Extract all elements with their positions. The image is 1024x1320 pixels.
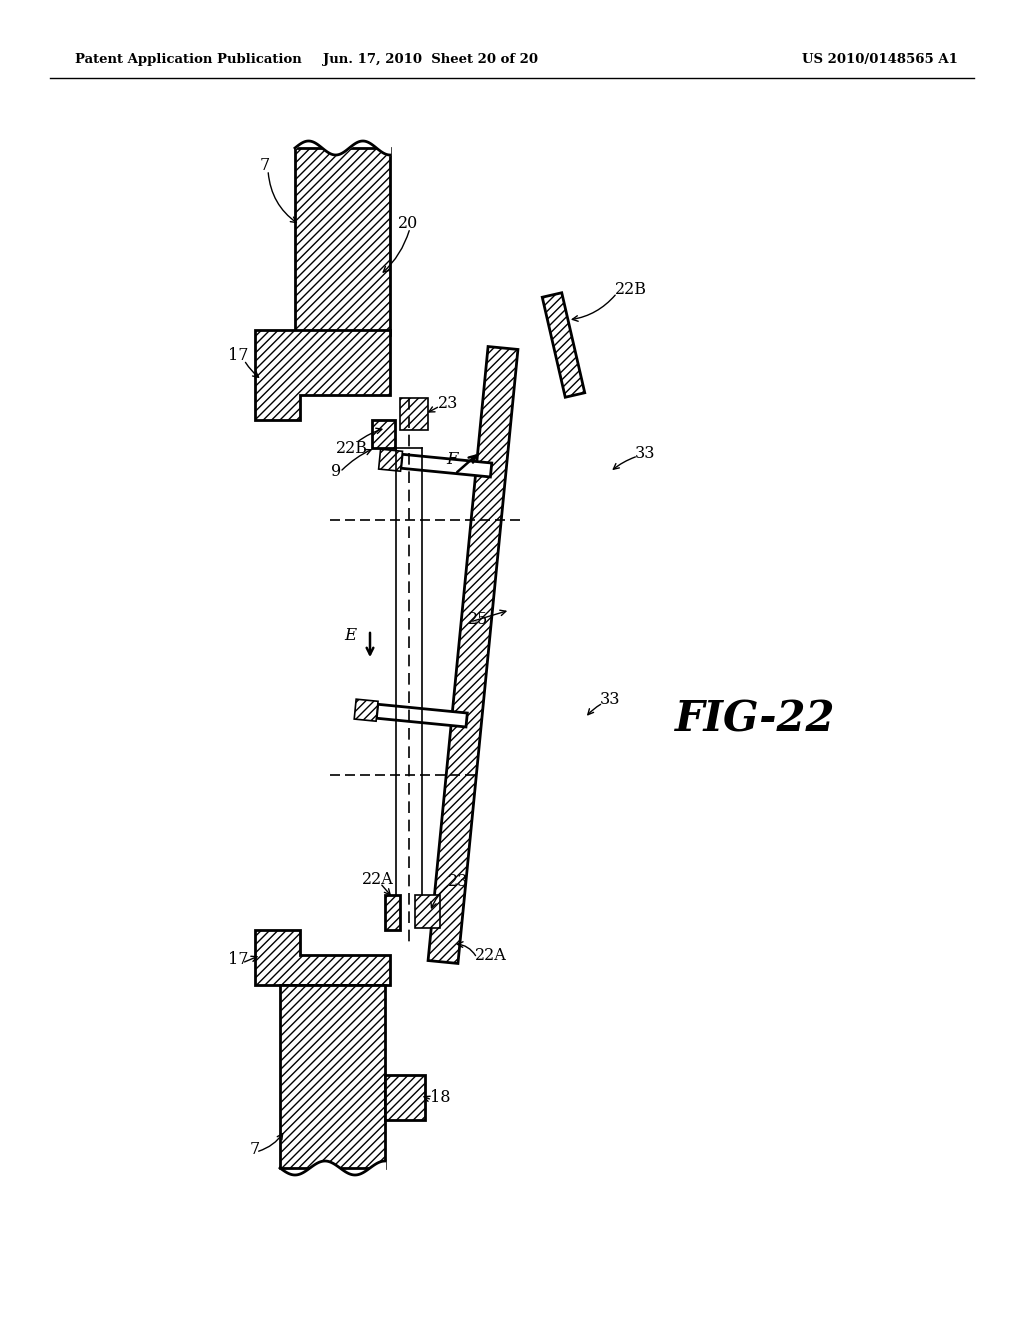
Polygon shape [543, 293, 585, 397]
Text: 9: 9 [331, 463, 341, 480]
Text: 18: 18 [430, 1089, 451, 1106]
Polygon shape [255, 330, 390, 420]
Text: 20: 20 [398, 215, 418, 232]
Polygon shape [400, 399, 428, 430]
Text: Jun. 17, 2010  Sheet 20 of 20: Jun. 17, 2010 Sheet 20 of 20 [323, 54, 538, 66]
Text: 22B: 22B [336, 440, 368, 457]
Polygon shape [377, 705, 467, 727]
Polygon shape [400, 454, 492, 477]
Polygon shape [280, 985, 385, 1168]
Text: 23: 23 [438, 395, 459, 412]
Polygon shape [428, 347, 518, 964]
Polygon shape [372, 420, 395, 447]
Text: Patent Application Publication: Patent Application Publication [75, 54, 302, 66]
Text: 22A: 22A [475, 946, 507, 964]
Polygon shape [354, 700, 378, 721]
Text: 22B: 22B [615, 281, 647, 298]
Text: F: F [446, 451, 458, 469]
Text: E: E [344, 627, 356, 644]
Polygon shape [295, 148, 390, 335]
Polygon shape [415, 895, 440, 928]
Polygon shape [255, 931, 390, 985]
Polygon shape [385, 895, 400, 931]
Text: 17: 17 [227, 952, 248, 969]
Text: 33: 33 [635, 445, 655, 462]
Text: US 2010/0148565 A1: US 2010/0148565 A1 [802, 54, 957, 66]
Text: 23: 23 [449, 874, 468, 891]
Text: 25: 25 [468, 611, 488, 628]
Polygon shape [379, 449, 402, 471]
Text: 7: 7 [250, 1142, 260, 1159]
Text: FIG-22: FIG-22 [675, 700, 836, 741]
Text: 22A: 22A [362, 871, 394, 888]
Polygon shape [385, 1074, 425, 1119]
Text: 7: 7 [260, 157, 270, 173]
Text: 33: 33 [600, 692, 621, 709]
Text: 17: 17 [227, 346, 248, 363]
